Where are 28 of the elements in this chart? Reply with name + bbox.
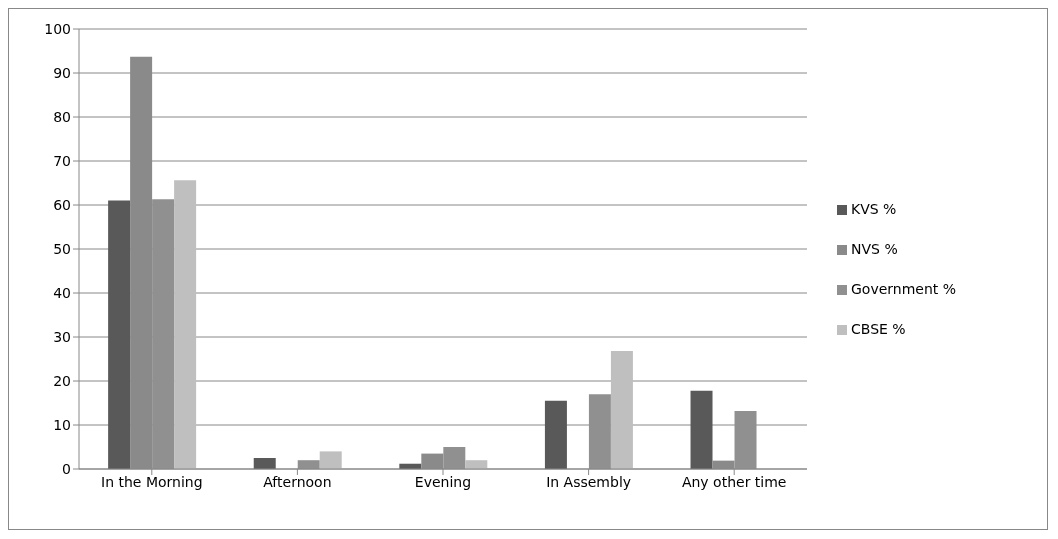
x-tick-label: In the Morning: [101, 473, 203, 490]
x-tick-label: In Assembly: [546, 473, 632, 490]
y-tick-label: 80: [53, 108, 71, 125]
bar: [253, 458, 276, 469]
y-tick-label: 40: [53, 284, 71, 301]
bar: [319, 451, 342, 469]
bar: [544, 400, 567, 469]
y-tick-label: 20: [53, 372, 71, 389]
y-tick-label: 70: [53, 152, 71, 169]
legend-label: Government %: [851, 281, 957, 297]
y-tick-label: 50: [53, 240, 71, 257]
y-tick-label: 60: [53, 196, 71, 213]
bar: [108, 200, 131, 469]
bar: [465, 460, 488, 469]
bar: [174, 180, 197, 469]
y-tick-label: 0: [62, 460, 71, 477]
x-tick-label: Evening: [414, 473, 472, 490]
y-tick-label: 30: [53, 328, 71, 345]
bar: [610, 351, 633, 469]
y-tick-label: 100: [44, 20, 71, 37]
y-tick-label: 10: [53, 416, 71, 433]
legend-label: CBSE %: [851, 321, 906, 337]
y-tick-label: 90: [53, 64, 71, 81]
legend-label: KVS %: [851, 201, 897, 217]
x-tick-label: Afternoon: [263, 473, 332, 490]
bar: [690, 390, 713, 469]
x-tick-label: Any other time: [681, 473, 787, 490]
legend-label: NVS %: [851, 241, 898, 257]
